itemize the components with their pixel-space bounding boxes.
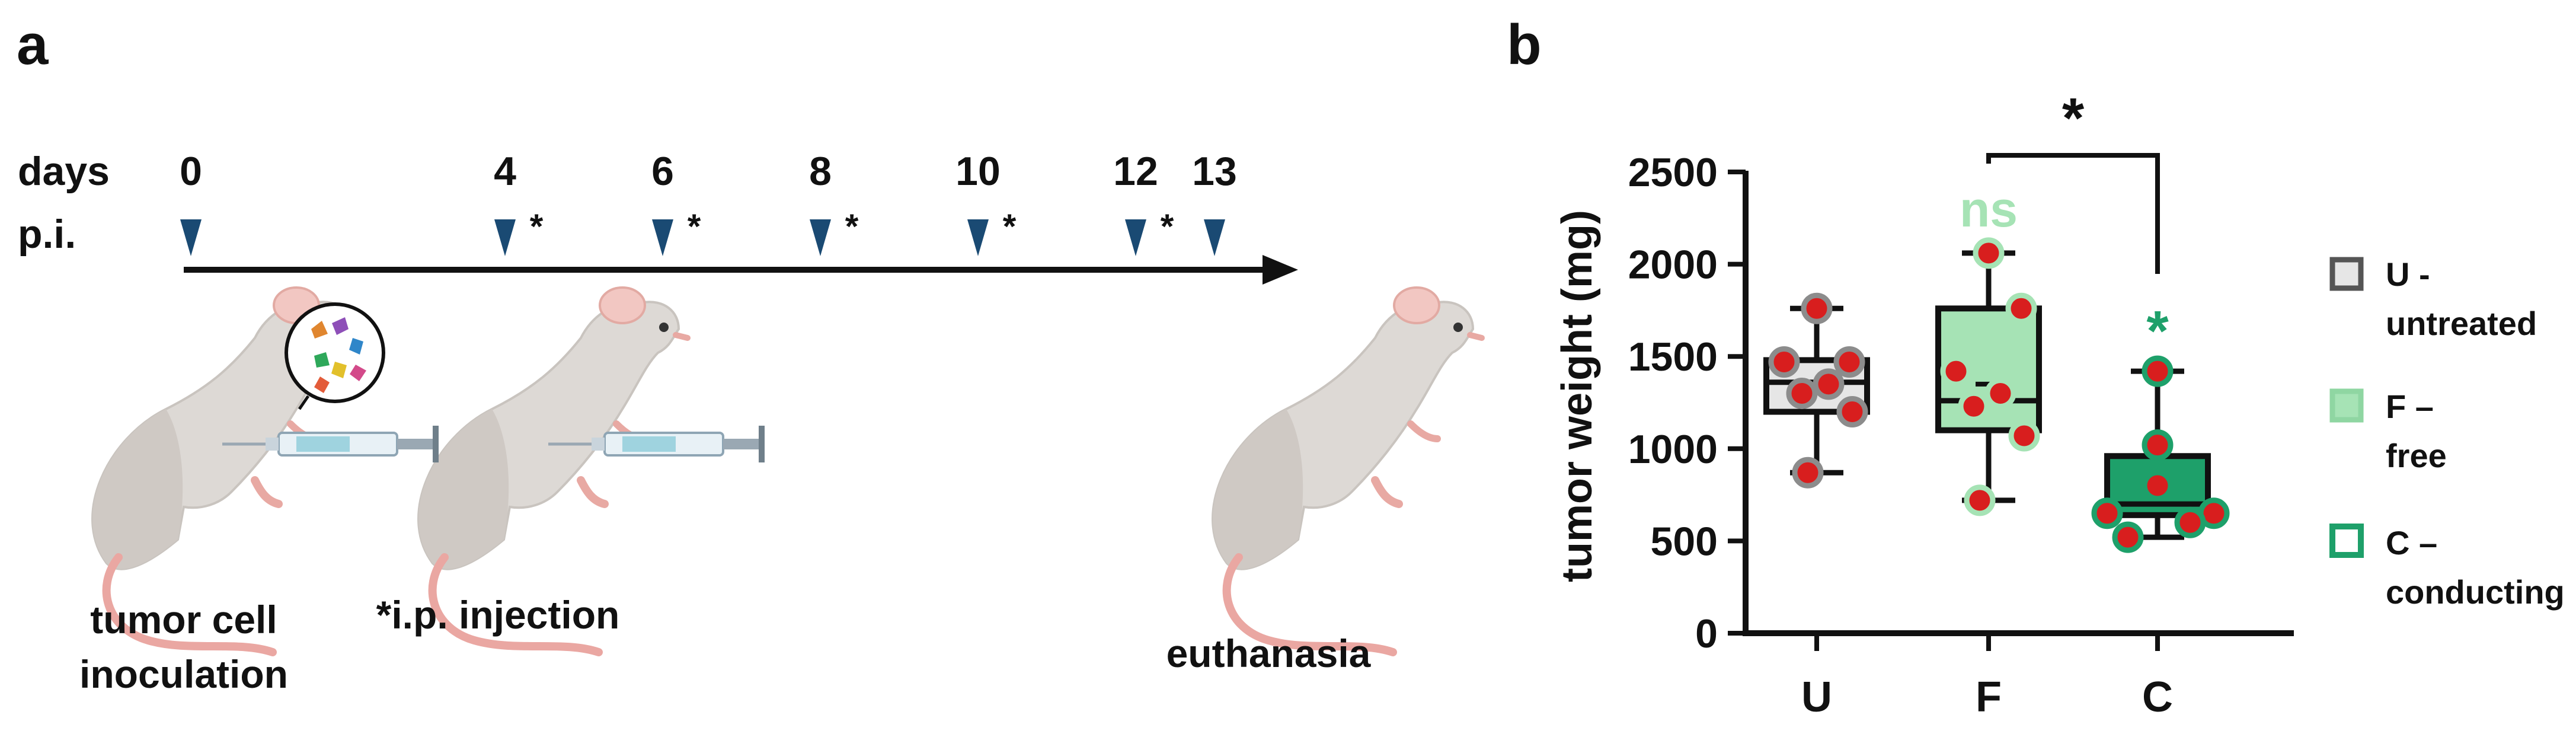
legend-code: C –: [2386, 524, 2437, 561]
c-significance-mark: *: [2146, 299, 2169, 363]
data-point: [2008, 420, 2040, 452]
injection-mark: *: [1003, 208, 1017, 246]
timepoint-marker: [1204, 219, 1225, 256]
injection-mark: *: [845, 208, 859, 246]
timepoint-marker: [967, 219, 989, 256]
day-label: 8: [809, 149, 832, 194]
significance-bracket: *: [1986, 87, 2160, 274]
pi-row-label: p.i.: [18, 212, 76, 257]
caption-inoculation-line1: tumor cell: [90, 598, 277, 642]
panel-a-label: a: [17, 13, 49, 76]
data-point: [1792, 457, 1824, 489]
caption-inoculation-line2: inoculation: [79, 652, 288, 696]
timepoint-marker: [180, 219, 202, 256]
data-point: [1836, 396, 1868, 428]
legend-swatch: [2329, 257, 2364, 291]
y-tick-label: 1500: [1628, 334, 1718, 379]
data-point: [2142, 470, 2174, 502]
caption-euthanasia: euthanasia: [1166, 631, 1372, 675]
data-point: [1813, 368, 1845, 400]
legend: U - untreated F – free C – conducting: [2329, 256, 2565, 611]
data-point: [1940, 355, 1972, 387]
injection-mark: *: [530, 208, 544, 246]
legend-swatch: [2329, 524, 2364, 558]
legend-desc: conducting: [2386, 573, 2565, 611]
box-plots: [1763, 237, 2230, 553]
day-label: 6: [651, 149, 674, 194]
data-point: [1973, 237, 2005, 269]
legend-code: F –: [2386, 388, 2434, 425]
panel-b: b tumor weight (mg) 0 500 1000 1500 2000 2500…: [1507, 13, 2565, 721]
data-point: [1833, 346, 1865, 378]
y-ticks: 0 500 1000 1500 2000 2500: [1628, 150, 1746, 656]
panel-b-label: b: [1507, 13, 1542, 76]
timepoint-marker: [652, 219, 673, 256]
data-point: [2091, 497, 2123, 529]
data-point: [2005, 292, 2037, 324]
legend-swatch: [2329, 388, 2364, 423]
data-point: [2142, 429, 2174, 461]
y-tick-label: 1000: [1628, 427, 1718, 472]
y-tick-label: 500: [1651, 519, 1718, 564]
days-row-label: days: [18, 149, 110, 194]
data-point: [2112, 521, 2144, 553]
box-F: [1935, 237, 2042, 516]
data-point: [2142, 355, 2174, 387]
box-U: [1763, 292, 1870, 489]
legend-desc: untreated: [2386, 305, 2537, 342]
data-point: [1768, 346, 1800, 378]
day-label: 12: [1113, 149, 1158, 194]
data-point: [1786, 377, 1818, 409]
legend-item-untreated: U - untreated: [2329, 256, 2537, 342]
timeline-arrowhead: [1263, 255, 1298, 285]
data-point: [1958, 390, 1990, 422]
legend-desc: free: [2386, 437, 2447, 474]
y-tick-label: 2000: [1628, 242, 1718, 288]
x-tick-label: U: [1801, 674, 1832, 721]
legend-item-free: F – free: [2329, 388, 2447, 474]
timepoint-marker: [810, 219, 831, 256]
data-point: [1984, 377, 2016, 409]
panel-a: a days p.i. 0 4 6 8 10 12 13 * * * * *: [17, 13, 1482, 696]
data-point: [1801, 292, 1833, 324]
data-point: [1964, 484, 1996, 516]
injection-mark: *: [688, 208, 701, 246]
timepoint-marker: [1125, 219, 1146, 256]
day-label: 13: [1192, 149, 1237, 194]
injection-mark: *: [1161, 208, 1174, 246]
y-tick-label: 2500: [1628, 150, 1718, 195]
mouse-illustration: [1213, 288, 1482, 652]
y-tick-label: 0: [1695, 611, 1718, 656]
x-tick-label: C: [2142, 674, 2173, 721]
day-label: 10: [955, 149, 1001, 194]
bracket-line: [1986, 153, 2160, 274]
tumor-cells-icon: [285, 302, 385, 410]
caption-injection: *i.p. injection: [376, 593, 620, 637]
day-label: 4: [494, 149, 516, 194]
y-axis-label: tumor weight (mg): [1554, 210, 1601, 582]
x-tick-label: F: [1976, 674, 2002, 721]
ns-annotation: ns: [1960, 181, 2018, 237]
bracket-significance-mark: *: [2062, 87, 2085, 150]
data-point: [2174, 506, 2206, 538]
box-C: [2091, 355, 2230, 553]
legend-code: U -: [2386, 256, 2430, 293]
legend-item-conducting: C – conducting: [2329, 524, 2565, 611]
day-label: 0: [180, 149, 202, 194]
timepoint-marker: [494, 219, 516, 256]
